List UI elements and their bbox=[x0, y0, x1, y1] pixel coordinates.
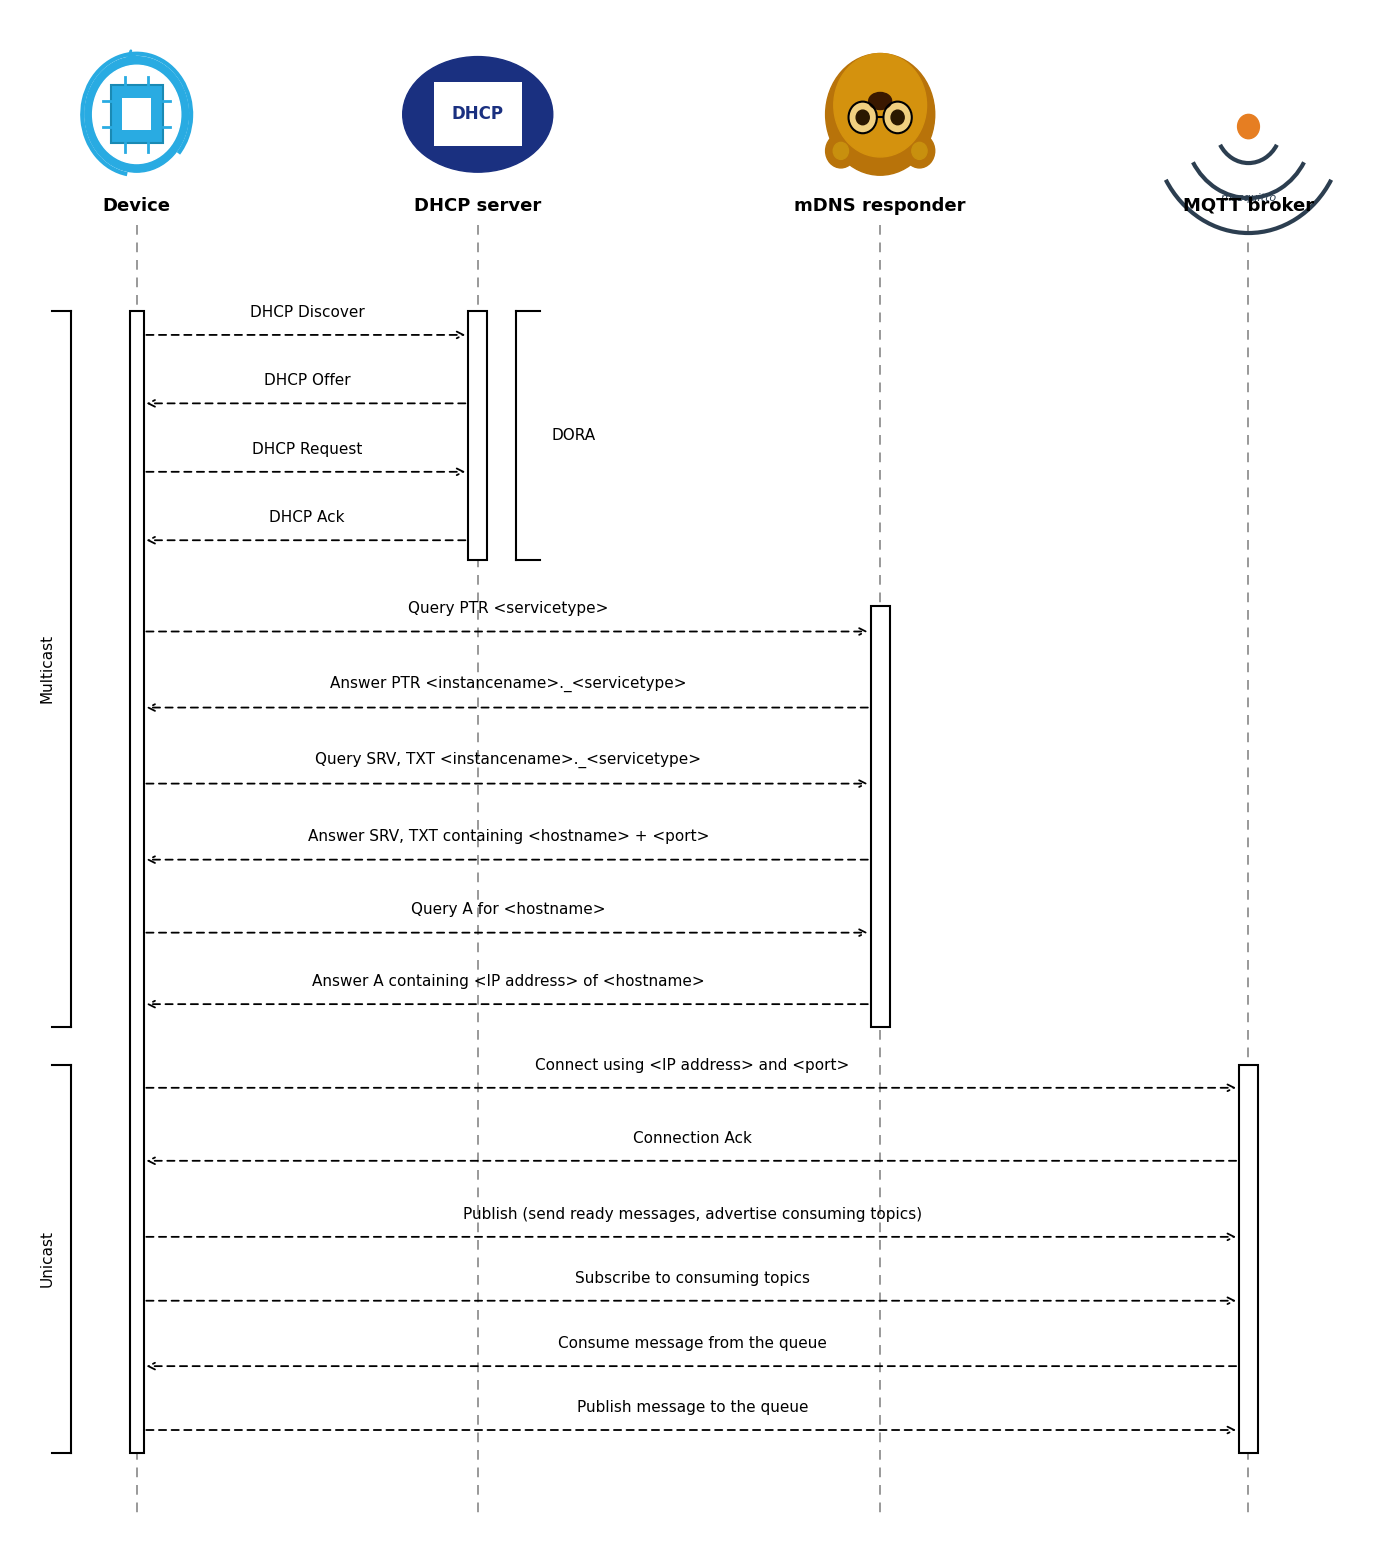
FancyBboxPatch shape bbox=[122, 98, 150, 130]
Circle shape bbox=[825, 53, 935, 175]
Circle shape bbox=[912, 143, 927, 160]
Text: Connection Ack: Connection Ack bbox=[633, 1130, 752, 1145]
Circle shape bbox=[834, 54, 927, 157]
Circle shape bbox=[891, 110, 905, 124]
Circle shape bbox=[884, 101, 912, 133]
Text: mDNS responder: mDNS responder bbox=[795, 197, 966, 214]
Text: Query SRV, TXT <instancename>._<servicetype>: Query SRV, TXT <instancename>._<servicet… bbox=[316, 753, 702, 768]
Circle shape bbox=[849, 101, 877, 133]
Circle shape bbox=[864, 65, 896, 102]
Text: MQTT broker: MQTT broker bbox=[1183, 197, 1314, 214]
Text: Unicast: Unicast bbox=[39, 1231, 54, 1288]
Bar bbox=[129, 310, 143, 1453]
Circle shape bbox=[93, 65, 181, 163]
Text: Answer A containing <IP address> of <hostname>: Answer A containing <IP address> of <hos… bbox=[312, 975, 704, 989]
Ellipse shape bbox=[869, 93, 892, 110]
FancyBboxPatch shape bbox=[434, 82, 522, 146]
Circle shape bbox=[1237, 115, 1260, 138]
Text: Query A for <hostname>: Query A for <hostname> bbox=[411, 902, 606, 917]
Circle shape bbox=[856, 110, 869, 124]
Text: Query PTR <servicetype>: Query PTR <servicetype> bbox=[408, 601, 608, 616]
Text: Answer SRV, TXT containing <hostname> + <port>: Answer SRV, TXT containing <hostname> + … bbox=[308, 829, 709, 844]
Text: DORA: DORA bbox=[551, 428, 596, 442]
Text: Multicast: Multicast bbox=[39, 635, 54, 703]
Text: DHCP Ack: DHCP Ack bbox=[270, 511, 345, 525]
Bar bbox=[468, 310, 487, 560]
Text: DHCP Discover: DHCP Discover bbox=[249, 304, 365, 320]
Text: DHCP: DHCP bbox=[452, 106, 504, 123]
Text: Publish (send ready messages, advertise consuming topics): Publish (send ready messages, advertise … bbox=[464, 1206, 922, 1221]
Text: Consume message from the queue: Consume message from the queue bbox=[558, 1336, 827, 1350]
Circle shape bbox=[905, 133, 935, 168]
Text: DHCP server: DHCP server bbox=[413, 197, 541, 214]
FancyBboxPatch shape bbox=[111, 85, 163, 143]
Circle shape bbox=[834, 143, 849, 160]
Circle shape bbox=[85, 56, 188, 172]
Bar bbox=[870, 605, 889, 1027]
Text: Publish message to the queue: Publish message to the queue bbox=[576, 1400, 809, 1415]
Text: DHCP Request: DHCP Request bbox=[252, 442, 362, 456]
Bar bbox=[1239, 1065, 1258, 1453]
Ellipse shape bbox=[402, 56, 553, 172]
Text: Connect using <IP address> and <port>: Connect using <IP address> and <port> bbox=[536, 1057, 849, 1072]
Text: mosquitto: mosquitto bbox=[1221, 194, 1276, 203]
Text: Subscribe to consuming topics: Subscribe to consuming topics bbox=[575, 1271, 810, 1285]
Text: DHCP Offer: DHCP Offer bbox=[264, 372, 351, 388]
Text: Answer PTR <instancename>._<servicetype>: Answer PTR <instancename>._<servicetype> bbox=[330, 677, 686, 692]
Circle shape bbox=[825, 133, 856, 168]
Text: Device: Device bbox=[103, 197, 171, 214]
